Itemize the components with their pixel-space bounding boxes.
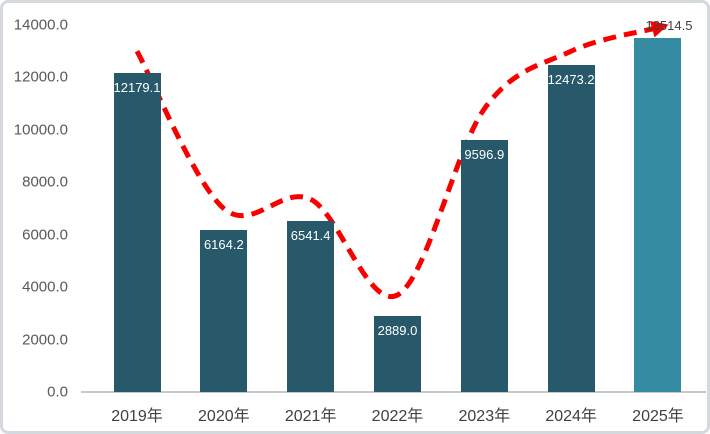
y-tick-label: 2000.0 (22, 331, 68, 349)
bar-value-label: 9596.9 (464, 147, 505, 163)
y-tick-label: 0.0 (47, 383, 68, 401)
y-tick-label: 6000.0 (22, 226, 68, 244)
y-tick-label: 12000.0 (13, 68, 68, 86)
bar-value-label: 6164.2 (203, 237, 244, 253)
x-axis-label: 2021年 (284, 408, 337, 425)
y-tick-label: 8000.0 (22, 173, 68, 191)
bar-2022年: 2889.0 (373, 316, 421, 392)
x-axis-label: 2025年 (632, 408, 684, 425)
y-tick-label: 14000.0 (13, 16, 68, 34)
x-axis-label: 2022年 (371, 408, 424, 425)
y-tick-label: 10000.0 (13, 121, 68, 139)
bar-2019年: 12179.1 (113, 72, 161, 392)
bar-value-label: 13514.5 (645, 17, 693, 33)
bar-2020年: 6164.2 (200, 230, 248, 392)
bar-2023年: 9596.9 (460, 140, 508, 392)
bar-value-label: 12473.2 (547, 72, 595, 88)
bar-2025年 (634, 37, 682, 392)
bar-2021年: 6541.4 (287, 220, 335, 392)
x-axis-label: 2023年 (458, 408, 511, 425)
y-tick-label: 4000.0 (22, 278, 68, 296)
trend-line-overlay (134, 20, 669, 300)
x-axis-line (81, 391, 706, 393)
bar-value-label: 2889.0 (377, 323, 418, 339)
x-axis-label: 2024年 (545, 408, 597, 425)
x-axis-label: 2019年 (111, 408, 163, 425)
bar-value-label: 12179.1 (113, 79, 161, 95)
bar-2024年: 12473.2 (547, 65, 595, 392)
bar-value-label: 6541.4 (290, 227, 331, 243)
x-axis-label: 2020年 (198, 408, 250, 425)
